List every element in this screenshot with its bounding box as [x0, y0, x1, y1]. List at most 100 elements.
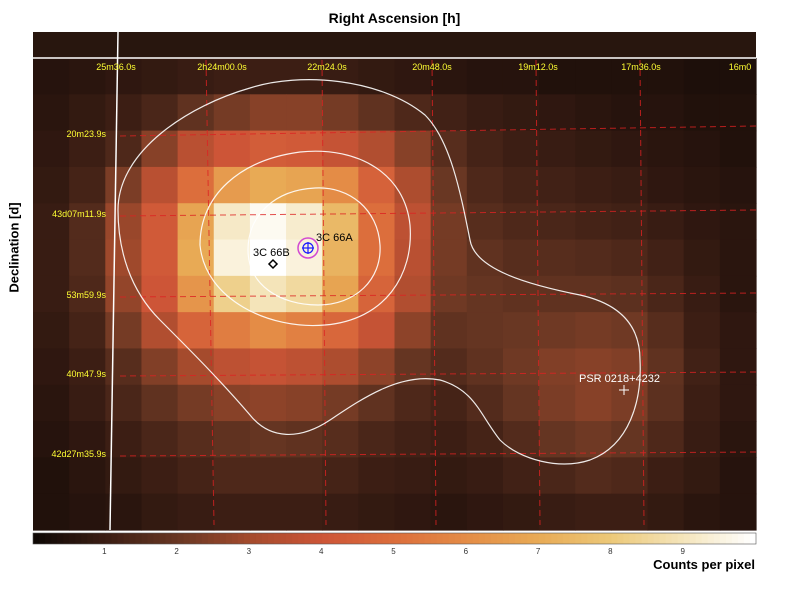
pixel-cell: [611, 130, 649, 168]
pixel-cell: [33, 166, 70, 204]
pixel-cell: [466, 94, 504, 132]
pixel-cell: [647, 275, 685, 313]
pixel-cell: [213, 384, 251, 422]
colorbar-step: [298, 533, 305, 544]
pixel-cell: [358, 384, 396, 422]
pixel-cell: [177, 421, 215, 458]
pixel-cell: [33, 94, 70, 132]
colorbar-step: [267, 533, 275, 544]
pixel-cell: [105, 239, 143, 277]
colorbar-step: [587, 533, 594, 544]
pixel-cell: [105, 493, 143, 531]
pixel-cell: [575, 312, 612, 350]
colorbar-step: [569, 533, 576, 544]
grid-line-ra: [205, 59, 215, 526]
colorbar-step: [611, 533, 619, 544]
pixel-cell: [177, 457, 215, 495]
pixel-cell: [466, 58, 504, 95]
colorbar-step: [701, 533, 709, 544]
pixel-cell: [502, 493, 540, 531]
colorbar-step: [81, 533, 88, 544]
pixel-cell: [611, 58, 649, 95]
pixel-cell: [575, 130, 612, 168]
pixel-cell: [33, 203, 70, 241]
pixel-cell: [683, 384, 721, 422]
colorbar-tick-label: 3: [247, 547, 252, 556]
pixel-cell: [575, 348, 612, 386]
pixel-cell: [683, 203, 721, 241]
pixel-cell: [719, 348, 757, 386]
pixel-cell: [719, 457, 757, 495]
pixel-cell: [647, 203, 685, 241]
pixel-cell: [286, 493, 323, 531]
colorbar-step: [508, 533, 516, 544]
colorbar-step: [346, 533, 353, 544]
colorbar-step: [707, 533, 715, 544]
colorbar-step: [39, 533, 46, 544]
pixel-cell: [249, 493, 287, 531]
colorbar-step: [533, 533, 540, 544]
colorbar-step: [87, 533, 94, 544]
colorbar-step: [671, 533, 679, 544]
pixel-cell: [647, 421, 685, 458]
pixel-cell: [213, 275, 251, 313]
grid-line-dec: [119, 292, 757, 298]
colorbar-step: [225, 533, 233, 544]
colorbar-step: [436, 533, 444, 544]
pixel-cell: [177, 275, 215, 313]
colorbar-step: [539, 533, 546, 544]
pixel-cell: [286, 203, 323, 241]
contour-level-1: [117, 79, 641, 465]
pixel-cell: [69, 203, 106, 241]
pixel-cell: [33, 348, 70, 386]
pixel-cell: [249, 384, 287, 422]
pixel-cell: [647, 58, 685, 95]
pixel-cell: [575, 457, 612, 495]
colorbar-step: [629, 533, 637, 544]
pixel-cell: [539, 94, 576, 132]
pixel-cell: [358, 239, 396, 277]
colorbar-tick-label: 8: [608, 547, 613, 556]
coordinate-axes: [33, 31, 756, 531]
pixel-cell: [394, 203, 432, 241]
pixel-cell: [575, 239, 612, 277]
colorbar-step: [177, 533, 185, 544]
pixel-cell: [575, 421, 612, 458]
colorbar-step: [496, 533, 504, 544]
pixel-cell: [69, 384, 106, 422]
pixel-cell: [719, 312, 757, 350]
pixel-cell: [719, 275, 757, 313]
grid-line-dec: [119, 451, 757, 457]
pixel-cell: [647, 384, 685, 422]
colorbar-step: [743, 533, 751, 544]
pixel-cell: [430, 94, 468, 132]
contour-level-2: [199, 150, 411, 327]
pixel-cell: [394, 239, 432, 277]
pixel-cell: [33, 239, 70, 277]
colorbar-step: [442, 533, 450, 544]
pixel-cell: [177, 130, 215, 168]
colorbar-step: [551, 533, 558, 544]
colorbar-step: [376, 533, 384, 544]
colorbar-step: [213, 533, 221, 544]
colorbar-tick-label: 1: [102, 547, 107, 556]
pixel-cell: [249, 348, 287, 386]
pixel-cell: [177, 58, 215, 95]
pixel-cell: [683, 239, 721, 277]
colorbar-step: [382, 533, 390, 544]
pixel-cell: [141, 312, 179, 350]
pixel-cell: [69, 348, 106, 386]
pixel-cell: [394, 493, 432, 531]
colorbar-step: [689, 533, 697, 544]
colorbar-frame: [32, 532, 757, 545]
source-psr-label: PSR 0218+4232: [579, 373, 660, 385]
y-tick-label: 20m23.9s: [66, 129, 106, 139]
pixel-cell: [539, 312, 576, 350]
pixel-cell: [683, 275, 721, 313]
pixel-cell: [105, 384, 143, 422]
pixel-cell: [539, 130, 576, 168]
source-3c66b-marker: [267, 258, 279, 270]
pixel-cell: [177, 493, 215, 531]
pixel-cell: [647, 239, 685, 277]
